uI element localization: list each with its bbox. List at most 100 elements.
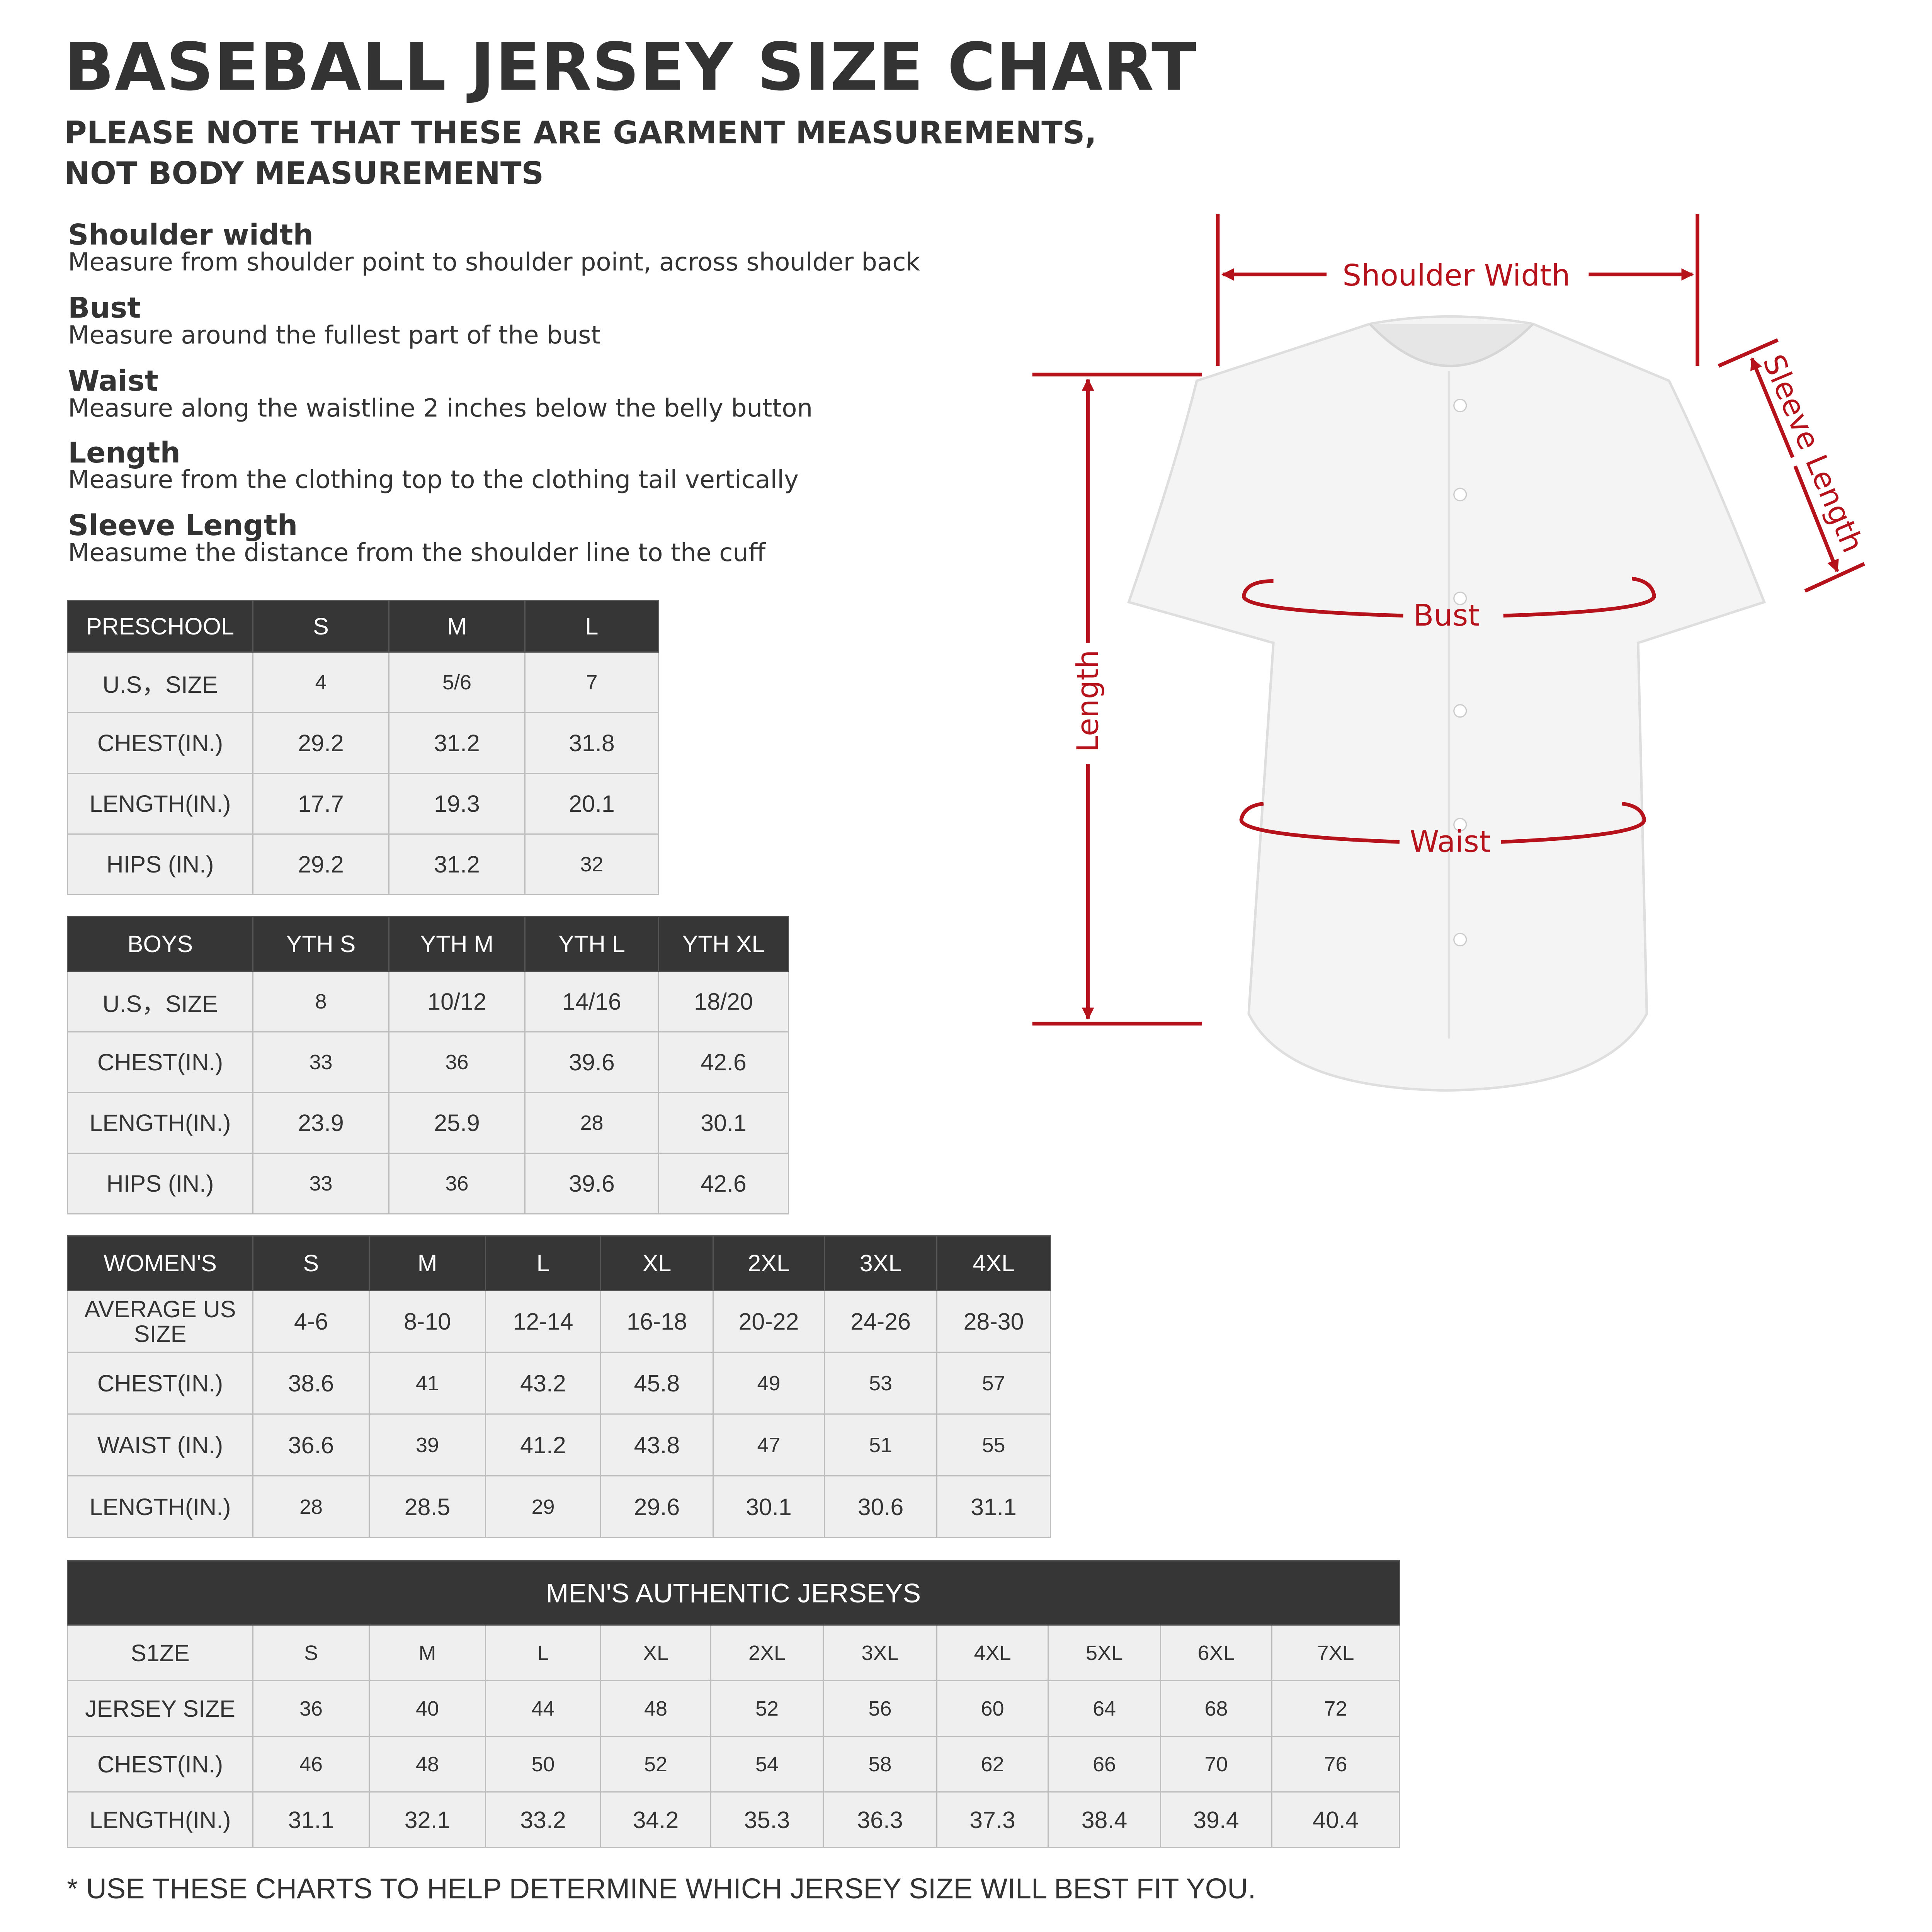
table-cell: 47 bbox=[713, 1413, 825, 1476]
column-header: BOYS bbox=[67, 916, 253, 972]
sleeve-length-label: Sleeve Length bbox=[1756, 350, 1870, 558]
row-label: CHEST(IN.) bbox=[67, 1352, 253, 1415]
table-cell: 49 bbox=[713, 1352, 825, 1415]
definition-label: Waist bbox=[68, 364, 158, 398]
table-cell: 66 bbox=[1048, 1736, 1161, 1793]
table-row: CHEST(IN.) 46 48 50 52 54 58 62 66 70 76 bbox=[67, 1736, 1400, 1793]
row-label: CHEST(IN.) bbox=[67, 1031, 253, 1093]
table-cell: 39.4 bbox=[1160, 1791, 1272, 1848]
table-cell: 24-26 bbox=[824, 1290, 937, 1353]
table-cell: 43.2 bbox=[485, 1352, 601, 1415]
table-cell: 58 bbox=[823, 1736, 937, 1793]
table-cell: 4-6 bbox=[252, 1290, 370, 1353]
table-cell: 32.1 bbox=[369, 1791, 486, 1848]
table-cell: 44 bbox=[485, 1680, 601, 1737]
column-header: PRESCHOOL bbox=[67, 600, 253, 653]
table-cell: 29 bbox=[485, 1475, 601, 1538]
table-cell: 55 bbox=[936, 1413, 1051, 1476]
jersey-illustration bbox=[1127, 315, 1766, 1092]
definition-label: Bust bbox=[68, 291, 141, 325]
table-cell: 36.6 bbox=[252, 1413, 370, 1476]
column-header: YTH S bbox=[252, 916, 389, 972]
column-header: YTH L bbox=[524, 916, 659, 972]
table-row: CHEST(IN.) 29.2 31.2 31.8 bbox=[67, 712, 659, 774]
table-row: HIPS (IN.) 29.2 31.2 32 bbox=[67, 833, 659, 895]
table-cell: 7 bbox=[524, 651, 659, 713]
column-header: S bbox=[252, 600, 389, 653]
footer-note: * USE THESE CHARTS TO HELP DETERMINE WHI… bbox=[67, 1872, 1256, 1905]
table-cell: 39 bbox=[369, 1413, 486, 1476]
table-cell: 76 bbox=[1271, 1736, 1400, 1793]
table-cell: 18/20 bbox=[658, 971, 789, 1032]
table-row: U.S，SIZE 8 10/12 14/16 18/20 bbox=[67, 971, 789, 1032]
column-header: 3XL bbox=[824, 1235, 937, 1291]
table-row: JERSEY SIZE 36 40 44 48 52 56 60 64 68 72 bbox=[67, 1680, 1400, 1737]
table-row: CHEST(IN.) 33 36 39.6 42.6 bbox=[67, 1031, 789, 1093]
table-title: MEN'S AUTHENTIC JERSEYS bbox=[66, 1560, 1400, 1626]
table-cell: 60 bbox=[936, 1680, 1049, 1737]
table-cell: 28.5 bbox=[369, 1475, 486, 1538]
row-label: U.S，SIZE bbox=[67, 971, 253, 1032]
table-cell: 32 bbox=[524, 833, 659, 895]
length-label: Length bbox=[1071, 650, 1105, 752]
table-cell: 30.1 bbox=[713, 1475, 825, 1538]
column-header: XL bbox=[600, 1235, 714, 1291]
table-cell: 48 bbox=[369, 1736, 486, 1793]
table-cell: 19.3 bbox=[388, 773, 526, 835]
waist-label: Waist bbox=[1410, 825, 1491, 859]
column-header: L bbox=[524, 600, 659, 653]
row-label: HIPS (IN.) bbox=[67, 1153, 253, 1214]
table-cell: 20-22 bbox=[713, 1290, 825, 1353]
table-cell: 23.9 bbox=[252, 1092, 389, 1154]
table-row: LENGTH(IN.) 23.9 25.9 28 30.1 bbox=[67, 1092, 789, 1154]
table-cell: 53 bbox=[824, 1352, 937, 1415]
table-cell: 16-18 bbox=[600, 1290, 714, 1353]
table-cell: 6XL bbox=[1160, 1624, 1272, 1681]
table-cell: 10/12 bbox=[388, 971, 526, 1032]
womens-table: WOMEN'S S M L XL 2XL 3XL 4XL AVERAGE US SIZE 4-6 8… bbox=[67, 1235, 1051, 1538]
table-cell: 30.6 bbox=[824, 1475, 937, 1538]
table-cell: 36.3 bbox=[823, 1791, 937, 1848]
table-cell: M bbox=[369, 1624, 486, 1681]
table-cell: 35.3 bbox=[710, 1791, 824, 1848]
boys-table: BOYS YTH S YTH M YTH L YTH XL U.S，SIZE 8 10/12 1… bbox=[67, 916, 789, 1214]
bust-label: Bust bbox=[1413, 599, 1480, 633]
table-cell: 31.2 bbox=[388, 833, 526, 895]
table-row: WAIST (IN.) 36.6 39 41.2 43.8 47 51 55 bbox=[67, 1413, 1051, 1476]
table-cell: 38.6 bbox=[252, 1352, 370, 1415]
column-header: YTH M bbox=[388, 916, 526, 972]
table-cell: 30.1 bbox=[658, 1092, 789, 1154]
table-row: LENGTH(IN.) 17.7 19.3 20.1 bbox=[67, 773, 659, 835]
table-cell: 42.6 bbox=[658, 1153, 789, 1214]
table-cell: 8 bbox=[252, 971, 389, 1032]
table-cell: 39.6 bbox=[524, 1153, 659, 1214]
table-cell: 52 bbox=[710, 1680, 824, 1737]
column-header: M bbox=[388, 600, 526, 653]
table-cell: 31.1 bbox=[252, 1791, 370, 1848]
table-cell: 34.2 bbox=[600, 1791, 711, 1848]
table-header-row: WOMEN'S S M L XL 2XL 3XL 4XL bbox=[67, 1235, 1051, 1291]
row-label: WAIST (IN.) bbox=[67, 1413, 253, 1476]
table-cell: 57 bbox=[936, 1352, 1051, 1415]
definition-label: Sleeve Length bbox=[68, 509, 298, 542]
table-cell: 28 bbox=[524, 1092, 659, 1154]
table-cell: 38.4 bbox=[1048, 1791, 1161, 1848]
table-cell: 20.1 bbox=[524, 773, 659, 835]
table-cell: 29.6 bbox=[600, 1475, 714, 1538]
table-header-row: BOYS YTH S YTH M YTH L YTH XL bbox=[67, 916, 789, 972]
table-cell: 5/6 bbox=[388, 651, 526, 713]
table-row: AVERAGE US SIZE 4-6 8-10 12-14 16-18 20-22 24-… bbox=[67, 1290, 1051, 1353]
table-cell: 5XL bbox=[1048, 1624, 1161, 1681]
table-cell: 33 bbox=[252, 1153, 389, 1214]
column-header: 2XL bbox=[713, 1235, 825, 1291]
table-cell: 40 bbox=[369, 1680, 486, 1737]
table-cell: S bbox=[252, 1624, 370, 1681]
definition-label: Shoulder width bbox=[68, 218, 314, 252]
table-cell: 70 bbox=[1160, 1736, 1272, 1793]
row-label: CHEST(IN.) bbox=[67, 1736, 253, 1793]
table-cell: 28 bbox=[252, 1475, 370, 1538]
definition-desc: Measure from the clothing top to the clo… bbox=[68, 466, 799, 494]
table-cell: 4 bbox=[252, 651, 389, 713]
definition-desc: Measure along the waistline 2 inches bel… bbox=[68, 394, 813, 423]
